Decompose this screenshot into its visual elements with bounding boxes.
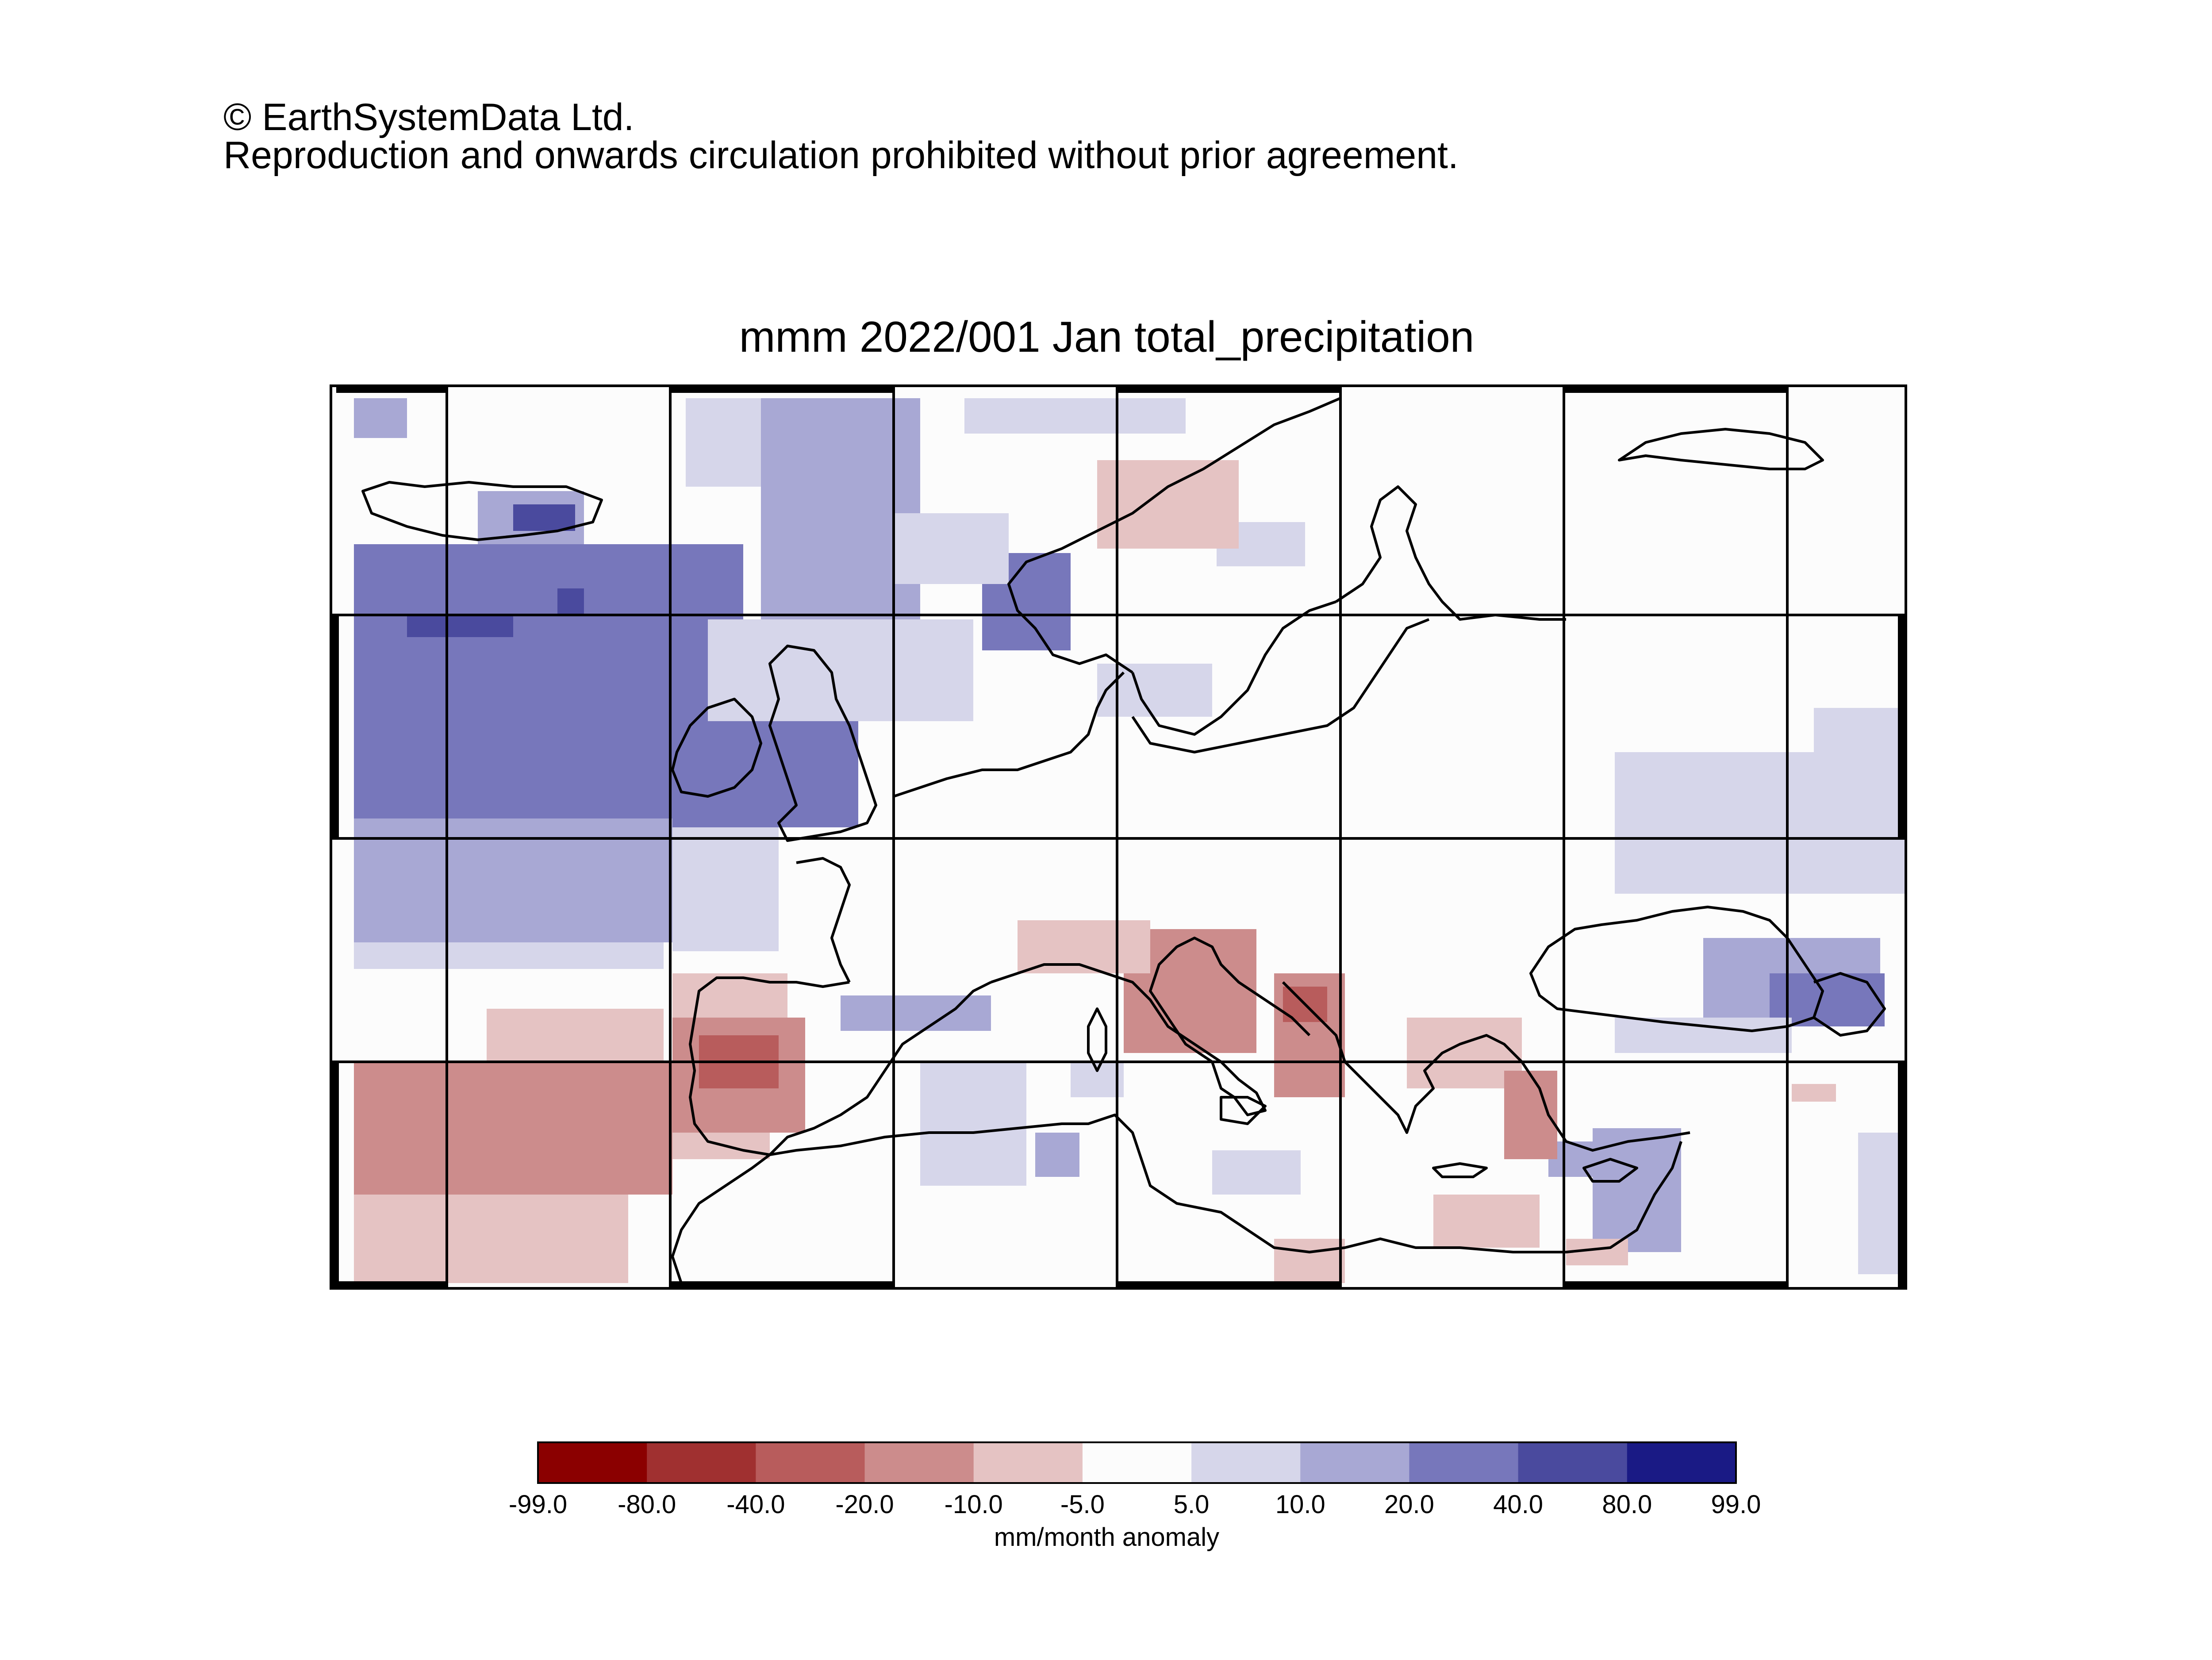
turkey-coast xyxy=(1521,1061,1690,1152)
iberia-west-dry xyxy=(354,1062,672,1195)
norwegian-sea-wet xyxy=(761,398,920,619)
alps-dry xyxy=(1018,920,1150,973)
frame-tick-bottom xyxy=(670,1281,894,1288)
north-sea-wet xyxy=(708,619,973,721)
west-med-wet xyxy=(841,995,991,1031)
atlantic-wet-core-2 xyxy=(557,588,584,615)
crete-coast xyxy=(1432,1162,1488,1178)
crete-dry xyxy=(1433,1195,1540,1248)
atlantic-south-dry xyxy=(354,1195,628,1283)
libya-pale xyxy=(1212,1150,1301,1195)
scandinavia-dry xyxy=(1097,460,1239,549)
iceland-wet-strong xyxy=(513,504,575,531)
libya-dry xyxy=(1274,1239,1345,1283)
coastlines xyxy=(361,397,1886,1283)
colorbar-swatch xyxy=(1082,1442,1192,1483)
frame-tick-bottom xyxy=(336,1281,447,1288)
colorbar xyxy=(537,1441,1737,1484)
russia-wet-east xyxy=(1814,708,1906,779)
east-pale-dry xyxy=(1792,1084,1836,1102)
black-sea-coast xyxy=(1529,906,1824,1032)
nw-corner-wet xyxy=(354,398,407,438)
colorbar-swatch xyxy=(973,1442,1083,1483)
frame-tick-left xyxy=(331,1062,339,1288)
colorbar-swatch xyxy=(538,1442,647,1483)
norway-coast xyxy=(1007,397,1341,674)
ireland-coast xyxy=(671,698,762,798)
frame-tick-top xyxy=(670,386,894,393)
baltic-pale xyxy=(1097,664,1212,717)
map-frame xyxy=(330,384,1907,1290)
iberia-pale-dry xyxy=(672,973,787,1018)
frame-tick-bottom xyxy=(1117,1281,1340,1288)
finland-coast xyxy=(1335,485,1566,621)
atlantic-wet-core xyxy=(407,615,513,637)
copyright-line-2: Reproduction and onwards circulation pro… xyxy=(223,134,1459,177)
sweden-coast xyxy=(1131,600,1336,736)
france-atlantic-coast xyxy=(796,857,851,983)
iberia-coast xyxy=(689,976,992,1156)
frame-tick-right xyxy=(1898,1062,1906,1288)
colorbar-unit-label: mm/month anomaly xyxy=(994,1523,1220,1552)
colorbar-swatch xyxy=(1409,1442,1519,1483)
copyright-notice: © EarthSystemData Ltd. Reproduction and … xyxy=(223,98,1459,174)
map-title: mmm 2022/001 Jan total_precipitation xyxy=(739,312,1475,361)
baltic-coast xyxy=(1131,618,1430,753)
frame-tick-top xyxy=(336,386,447,393)
algeria-wet xyxy=(920,1062,1026,1186)
turkey-pale xyxy=(1615,1018,1792,1053)
greenland-sea-wet xyxy=(686,398,761,487)
colorbar-frame xyxy=(537,1441,1737,1484)
north-germany-coast xyxy=(893,671,1125,798)
britain-coast xyxy=(768,645,877,842)
colorbar-swatch xyxy=(1300,1442,1409,1483)
corsica-sardinia xyxy=(1087,1007,1107,1072)
colorbar-swatch xyxy=(647,1442,756,1483)
colorbar-swatch xyxy=(1518,1442,1628,1483)
colorbar-swatch xyxy=(1627,1442,1736,1483)
frame-tick-bottom xyxy=(1564,1281,1787,1288)
frame-tick-top xyxy=(1117,386,1340,393)
frame-tick-right xyxy=(1898,615,1906,838)
cyprus-coast xyxy=(1582,1158,1638,1183)
frame-tick-left xyxy=(331,615,339,838)
copyright-line-1: © EarthSystemData Ltd. xyxy=(223,96,634,138)
tunisia-wet xyxy=(1035,1133,1079,1177)
scandinavia-pale xyxy=(894,513,1009,584)
atlantic-mid-dry xyxy=(487,1009,664,1062)
bay-of-biscay-wet xyxy=(672,827,779,951)
caspian-coast xyxy=(1813,972,1886,1037)
balkan-coast xyxy=(1282,981,1523,1134)
colorbar-swatch xyxy=(864,1442,974,1483)
atlantic-pale xyxy=(354,942,664,969)
iceland-coast xyxy=(361,481,603,541)
sicily-coast xyxy=(1220,1096,1267,1125)
colorbar-swatch xyxy=(756,1442,865,1483)
north-africa-coast xyxy=(671,1114,1682,1283)
novaya-zemlya-coast xyxy=(1618,428,1824,470)
barents-pale xyxy=(964,398,1186,434)
frame-tick-top xyxy=(1564,386,1787,393)
colorbar-swatch xyxy=(1191,1442,1301,1483)
